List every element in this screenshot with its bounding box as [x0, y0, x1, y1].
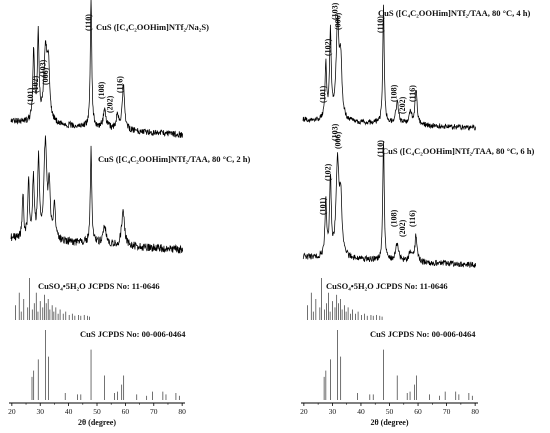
peak-label: (006): [333, 131, 342, 149]
series-label: CuS ([C₄C₂OOHim]NTf₂/TAA, 80 °C, 4 h): [378, 8, 530, 18]
peak-label: (108): [390, 84, 399, 102]
peak-label: (103): [331, 123, 340, 141]
xrd-pattern-line: [302, 141, 477, 268]
x-tick-label: 40: [65, 407, 73, 416]
x-tick-label: 70: [443, 407, 451, 416]
x-axis-title: 2θ (degree): [78, 418, 116, 427]
x-tick-label: 50: [93, 407, 101, 416]
peak-label: (101): [26, 87, 35, 105]
xrd-pattern-line: [10, 135, 184, 254]
x-tick-label: 40: [357, 407, 365, 416]
series-2: (101) (102) (103)(006) (110) (108)(202)(116)…: [302, 123, 534, 268]
x-tick-label: 20: [300, 407, 308, 416]
x-tick-label: 60: [414, 407, 422, 416]
series-label: CuSO₄•5H₂O JCPDS No: 11-0646: [38, 281, 160, 291]
series-1: (101)(102)(103)(006) (110) (108)(202)(116)…: [10, 0, 209, 139]
series-label: CuS JCPDS No: 00-006-0464: [80, 329, 186, 339]
series-label: CuS ([C₄C₂OOHim]NTf₂/TAA, 80 °C, 2 h): [98, 154, 250, 164]
peak-label: (116): [116, 76, 125, 93]
x-tick-label: 70: [150, 407, 158, 416]
peak-label: (101): [318, 85, 327, 103]
series-label: CuS ([C₄C₂OOHim]NTf₂/Na₂S): [96, 22, 209, 32]
xrd-pattern-line: [10, 0, 184, 139]
series-2: CuS ([C₄C₂OOHim]NTf₂/TAA, 80 °C, 2 h): [10, 135, 250, 254]
peak-label: (006): [41, 67, 50, 85]
series-label: CuSO₄•5H₂O JCPDS No: 11-0646: [326, 281, 448, 291]
xrd-panel-right: (101)(102)(103)(006) (110)(108)(202)(116)…: [300, 2, 534, 427]
peak-label: (102): [323, 163, 332, 181]
series-3: CuSO₄•5H₂O JCPDS No: 11-0646: [307, 278, 448, 320]
peak-label: (006): [333, 12, 342, 30]
series-label: CuS JCPDS No: 00-006-0464: [370, 329, 476, 339]
peak-label: (102): [323, 38, 332, 56]
x-tick-label: 20: [8, 407, 16, 416]
peak-label: (108): [97, 81, 106, 99]
xrd-panel-left: (101)(102)(103)(006) (110) (108)(202)(116)…: [8, 0, 250, 427]
peak-label: (116): [408, 85, 417, 102]
series-4: CuS JCPDS No: 00-006-0464: [31, 329, 186, 400]
x-tick-label: 50: [386, 407, 394, 416]
peak-label: (110): [376, 140, 385, 157]
peak-label: (108): [390, 209, 399, 227]
x-tick-label: 30: [36, 407, 44, 416]
series-1: (101) (102) (103)(006) (110) (108)(202)(116)…: [302, 2, 530, 131]
peak-label: (110): [376, 16, 385, 33]
x-tick-label: 80: [178, 407, 186, 416]
peak-label: (110): [84, 14, 93, 31]
peak-label: (102): [31, 75, 40, 93]
peak-label: (202): [398, 219, 407, 237]
x-tick-label: 60: [122, 407, 130, 416]
series-4: CuS JCPDS No: 00-006-0464: [323, 329, 476, 400]
peak-label: (116): [408, 210, 417, 227]
series-3: CuSO₄•5H₂O JCPDS No: 11-0646: [15, 278, 160, 320]
peak-label: (103): [38, 59, 47, 77]
series-label: CuS ([C₄C₂OOHim]NTf₂/TAA, 80 °C, 6 h): [382, 146, 534, 156]
xrd-pattern-line: [302, 4, 477, 131]
x-tick-label: 30: [329, 407, 337, 416]
peak-label: (202): [398, 96, 407, 114]
peak-label: (202): [106, 95, 115, 113]
peak-label: (103): [331, 2, 340, 20]
peak-label: (101): [318, 197, 327, 215]
x-axis-title: 2θ (degree): [370, 418, 408, 427]
x-tick-label: 80: [471, 407, 479, 416]
